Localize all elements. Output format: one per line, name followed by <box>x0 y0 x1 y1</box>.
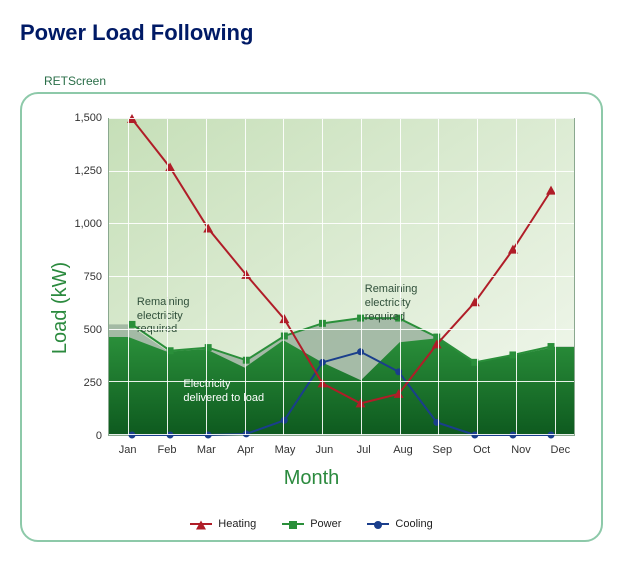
x-axis-label: Month <box>36 467 587 490</box>
y-tick: 250 <box>36 377 102 389</box>
x-tick: Mar <box>197 444 216 456</box>
x-tick: Feb <box>158 444 177 456</box>
legend-item-heating: Heating <box>190 518 256 530</box>
x-tick: Jun <box>315 444 333 456</box>
x-tick: Jan <box>119 444 137 456</box>
x-tick: Nov <box>511 444 531 456</box>
chart-card: Load (kW) Remainingelectricityrequired R… <box>20 92 603 542</box>
x-tick: Sep <box>433 444 453 456</box>
legend-item-power: Power <box>282 518 341 530</box>
legend-label: Power <box>310 518 341 530</box>
brand-label: RETScreen <box>44 74 603 88</box>
line-layers <box>109 119 574 435</box>
legend: Heating Power Cooling <box>36 518 587 530</box>
y-tick: 1,250 <box>36 165 102 177</box>
legend-label: Cooling <box>395 518 432 530</box>
page-title: Power Load Following <box>20 20 603 46</box>
x-tick: Oct <box>473 444 490 456</box>
y-tick: 0 <box>36 430 102 442</box>
plot-inner: Remainingelectricityrequired Remainingel… <box>108 118 575 436</box>
x-tick: May <box>275 444 296 456</box>
legend-item-cooling: Cooling <box>367 518 432 530</box>
x-tick: Apr <box>237 444 254 456</box>
y-tick: 1,500 <box>36 112 102 124</box>
x-tick: Dec <box>551 444 571 456</box>
legend-label: Heating <box>218 518 256 530</box>
plot-area: Load (kW) Remainingelectricityrequired R… <box>36 108 587 508</box>
y-tick: 750 <box>36 271 102 283</box>
y-tick: 1,000 <box>36 218 102 230</box>
x-tick: Aug <box>393 444 413 456</box>
y-tick: 500 <box>36 324 102 336</box>
x-tick: Jul <box>357 444 371 456</box>
